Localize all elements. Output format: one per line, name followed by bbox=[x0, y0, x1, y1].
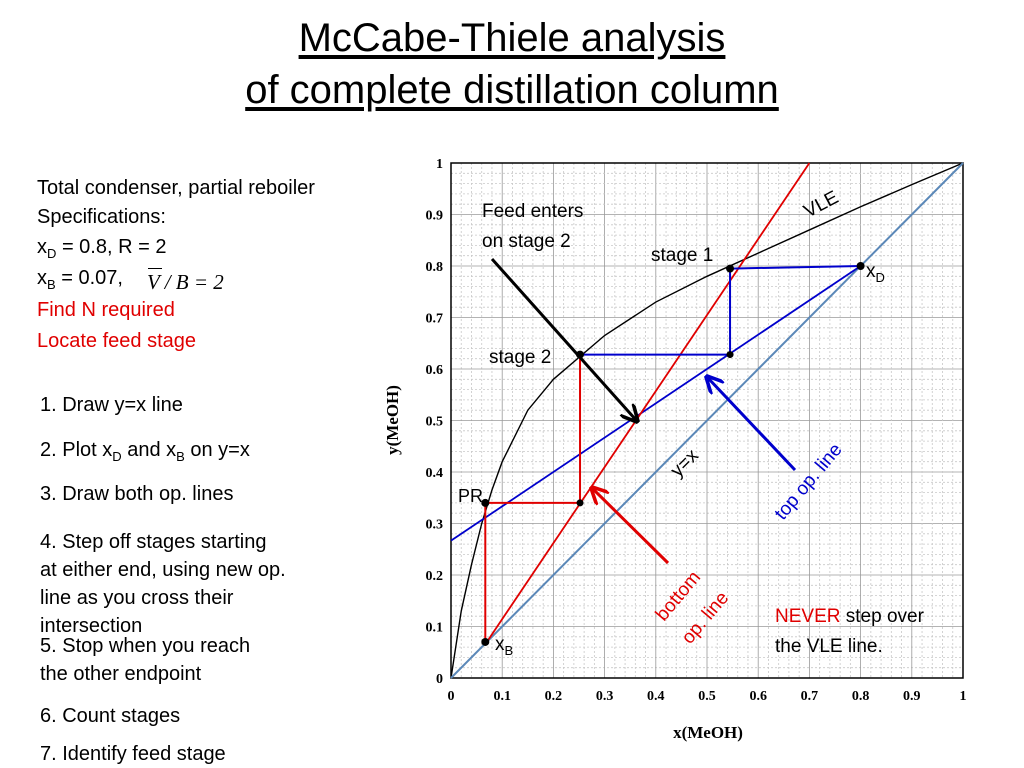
slide-title: McCabe-Thiele analysis of complete disti… bbox=[0, 12, 1024, 116]
y-tick-label: 0.5 bbox=[426, 415, 444, 430]
y-tick-label: 1 bbox=[436, 157, 443, 172]
x-tick-label: 0.7 bbox=[801, 689, 819, 704]
x-tick-label: 0 bbox=[448, 689, 455, 704]
step-6: 6. Count stages bbox=[40, 705, 181, 727]
title-line-2: of complete distillation column bbox=[245, 68, 779, 112]
stage-step-horizontal bbox=[730, 265, 861, 270]
feed-label-line-1: Feed enters bbox=[482, 201, 583, 222]
never-note-line-1: NEVER step over bbox=[775, 606, 925, 627]
step-1: 1. Draw y=x line bbox=[40, 394, 183, 416]
x-tick-label: 0.8 bbox=[852, 689, 870, 704]
xd-label: xD bbox=[866, 261, 885, 285]
vbar-overline bbox=[148, 268, 162, 269]
spec-condenser: Total condenser, partial reboiler bbox=[37, 177, 315, 199]
step-5: 5. Stop when you reach the other endpoin… bbox=[40, 635, 251, 685]
y-tick-label: 0 bbox=[436, 672, 443, 687]
y-tick-label: 0.1 bbox=[426, 621, 444, 636]
stage-1-label: stage 1 bbox=[651, 245, 713, 266]
never-note-line-2: the VLE line. bbox=[775, 636, 883, 657]
y-tick-label: 0.3 bbox=[426, 518, 444, 533]
point-xb bbox=[481, 637, 490, 646]
plot-frame bbox=[450, 162, 964, 679]
bottom-op-arrow bbox=[593, 489, 670, 565]
y-tick-label: 0.7 bbox=[426, 312, 444, 327]
point-stage-1 bbox=[726, 264, 735, 273]
y-axis-label: y(MeOH) bbox=[383, 385, 402, 455]
y-tick-label: 0.9 bbox=[426, 209, 444, 224]
x-tick-label: 0.3 bbox=[596, 689, 614, 704]
point-xd bbox=[856, 262, 865, 270]
x-tick-label: 0.9 bbox=[903, 689, 921, 704]
x-tick-label: 0.2 bbox=[545, 689, 563, 704]
stage-2-label: stage 2 bbox=[489, 347, 551, 368]
step-4: 4. Step off stages starting at either en… bbox=[40, 531, 286, 637]
yx-label: y=x bbox=[667, 445, 703, 481]
xb-label: xB bbox=[495, 634, 513, 658]
feed-arrow bbox=[490, 258, 636, 420]
x-tick-label: 0.6 bbox=[749, 689, 767, 704]
bottom-op-line bbox=[486, 162, 811, 643]
step-corner-point bbox=[726, 351, 734, 359]
step-7: 7. Identify feed stage bbox=[40, 743, 226, 765]
top-op-line-label: top op. line bbox=[771, 439, 847, 524]
title-line-1: McCabe-Thiele analysis bbox=[298, 16, 726, 60]
task-find-n: Find N required bbox=[37, 299, 175, 321]
y-tick-label: 0.6 bbox=[426, 363, 444, 378]
plot-marks bbox=[481, 262, 865, 646]
task-locate-feed: Locate feed stage bbox=[37, 330, 197, 352]
spec-xb: xB = 0.07, bbox=[37, 267, 123, 292]
yx-diagonal-line bbox=[450, 162, 964, 679]
spec-heading: Specifications: bbox=[37, 206, 166, 228]
y-tick-label: 0.2 bbox=[426, 569, 444, 584]
y-tick-label: 0.4 bbox=[426, 466, 444, 481]
axis-ticks: 00 0.1 0.1 0.2 0.2 0.3 0.3 0.4 0.4 0.5 0.5 0.6 0.6 0.… bbox=[426, 157, 967, 704]
x-tick-label: 0.1 bbox=[493, 689, 511, 704]
step-2: 2. Plot xD and xB on y=x bbox=[40, 439, 250, 464]
top-op-line bbox=[450, 265, 862, 542]
step-corner-point bbox=[576, 499, 584, 507]
spec-xd-r: xD = 0.8, R = 2 bbox=[37, 236, 167, 261]
x-axis-label: x(MeOH) bbox=[673, 723, 743, 742]
plot-grid bbox=[451, 163, 963, 678]
y-tick-label: 0.8 bbox=[426, 260, 444, 275]
vle-label: VLE bbox=[800, 187, 842, 222]
point-pr bbox=[481, 498, 490, 507]
x-tick-label: 0.5 bbox=[698, 689, 716, 704]
pr-label: PR bbox=[458, 486, 483, 506]
step-3: 3. Draw both op. lines bbox=[40, 483, 234, 505]
spec-vb-ratio: V / B = 2 bbox=[147, 270, 224, 294]
x-tick-label: 0.4 bbox=[647, 689, 665, 704]
feed-label-line-2: on stage 2 bbox=[482, 231, 571, 252]
x-tick-label: 1 bbox=[960, 689, 967, 704]
top-op-arrow bbox=[708, 378, 797, 472]
